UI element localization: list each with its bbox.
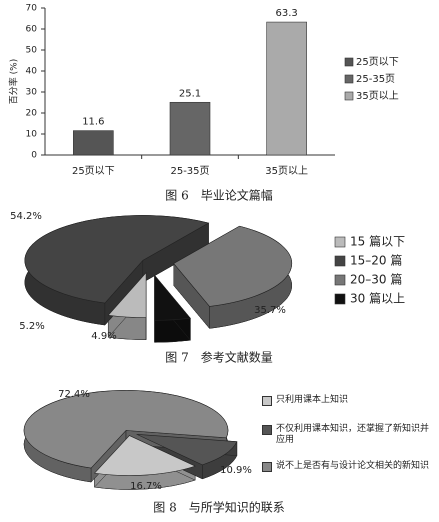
legend-swatch <box>334 236 346 248</box>
legend-item: 说不上是否有与设计论文相关的新知识 <box>262 461 436 472</box>
legend-label: 不仅利用课本知识，还掌握了新知识并应用 <box>276 424 430 445</box>
legend-label: 说不上是否有与设计论文相关的新知识 <box>276 461 430 471</box>
value-label: 5.2% <box>19 321 44 332</box>
y-axis-label: 百分率 (%) <box>8 59 20 104</box>
value-label: 35.7% <box>254 305 286 316</box>
legend-label: 30 篇以上 <box>350 291 405 306</box>
value-label: 11.6 <box>82 117 104 128</box>
legend-swatch <box>344 57 354 67</box>
x-tick-label: 25页以下 <box>72 165 115 177</box>
chart-title: 图 6 毕业论文篇幅 <box>165 188 272 203</box>
value-label: 4.9% <box>91 331 116 342</box>
value-label: 72.4% <box>58 389 90 400</box>
bar <box>266 21 307 156</box>
value-label: 10.9% <box>220 465 252 476</box>
legend-swatch <box>334 293 346 305</box>
legend-label: 15 篇以下 <box>350 234 405 249</box>
y-tick-label: 50 <box>26 46 38 56</box>
y-tick-label: 40 <box>26 67 38 77</box>
bar <box>73 130 114 156</box>
x-tick-label: 25-35页 <box>170 165 209 177</box>
legend-swatch <box>262 396 272 406</box>
legend-label: 15–20 篇 <box>350 253 402 268</box>
legend-label: 25页以下 <box>356 56 399 68</box>
pie-slice <box>107 271 147 318</box>
legend-item: 不仅利用课本知识，还掌握了新知识并应用 <box>262 424 436 446</box>
bar <box>169 101 211 156</box>
legend-swatch <box>334 255 346 267</box>
legend-item: 只利用课本上知识 <box>262 395 436 406</box>
y-tick-label: 70 <box>26 4 38 14</box>
y-tick-label: 20 <box>26 109 38 119</box>
pie-slice <box>23 390 229 469</box>
chart-title: 图 8 与所学知识的联系 <box>153 500 284 515</box>
y-tick-label: 0 <box>31 151 37 161</box>
pie-slice <box>173 225 293 307</box>
pie-slice <box>136 433 238 466</box>
value-label: 25.1 <box>179 88 201 99</box>
value-label: 16.7% <box>130 481 162 492</box>
pie-slice <box>24 215 210 304</box>
legend-label: 35页以上 <box>356 90 399 102</box>
legend-swatch <box>344 91 354 101</box>
legend-swatch <box>262 425 272 435</box>
value-label: 63.3 <box>276 8 298 19</box>
legend-swatch <box>262 462 272 472</box>
x-tick-label: 35页以上 <box>265 165 308 177</box>
legend-label: 25-35页 <box>356 73 395 85</box>
y-tick-label: 10 <box>26 130 38 140</box>
legend-label: 只利用课本上知识 <box>276 395 349 405</box>
legend-label: 20–30 篇 <box>350 272 402 287</box>
legend-swatch <box>334 274 346 286</box>
y-tick-label: 30 <box>26 88 38 98</box>
pie-slice <box>154 274 191 321</box>
y-tick-label: 60 <box>26 25 38 35</box>
legend-swatch <box>344 74 354 84</box>
chart-title: 图 7 参考文献数量 <box>165 350 272 365</box>
value-label: 54.2% <box>10 211 42 222</box>
pie-slice <box>93 435 196 476</box>
